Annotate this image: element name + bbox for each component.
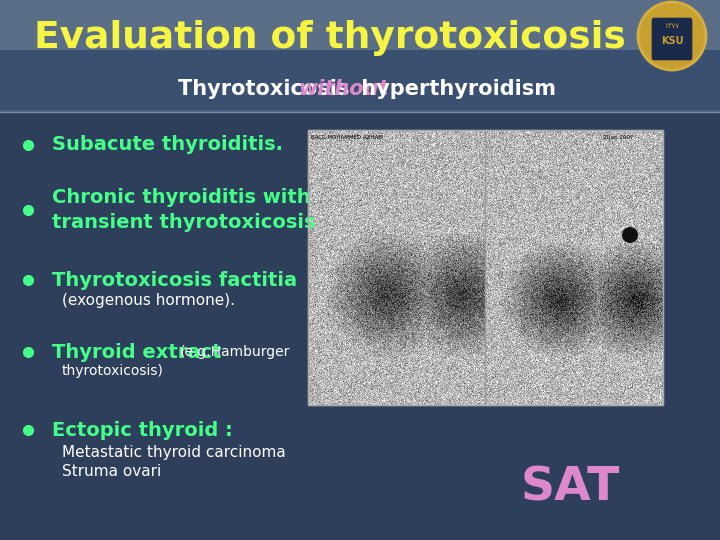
Text: Ectopic thyroid :: Ectopic thyroid : <box>52 421 233 440</box>
Circle shape <box>622 227 638 243</box>
Bar <box>0 112 720 540</box>
Text: hyperthyroidism: hyperthyroidism <box>354 79 556 99</box>
Text: KSU: KSU <box>661 36 683 46</box>
Circle shape <box>638 2 706 70</box>
FancyBboxPatch shape <box>0 0 720 114</box>
Text: Chronic thyroiditis with
transient thyrotoxicosis: Chronic thyroiditis with transient thyro… <box>52 188 315 232</box>
Bar <box>0 50 720 110</box>
Bar <box>0 0 720 50</box>
Text: thyrotoxicosis): thyrotoxicosis) <box>62 364 164 378</box>
Text: (e.g.Hamburger: (e.g.Hamburger <box>180 345 290 359</box>
Text: Subacute thyroiditis.: Subacute thyroiditis. <box>52 136 283 154</box>
Text: without: without <box>298 79 389 99</box>
FancyBboxPatch shape <box>651 17 693 61</box>
Text: (exogenous hormone).: (exogenous hormone). <box>62 293 235 307</box>
Text: Thyroid extract: Thyroid extract <box>52 342 228 361</box>
Bar <box>308 130 663 405</box>
Text: Evaluation of thyrotoxicosis: Evaluation of thyrotoxicosis <box>34 20 626 56</box>
Text: BACC MOHAMMED AZHABI: BACC MOHAMMED AZHABI <box>311 135 384 140</box>
Text: Metastatic thyroid carcinoma: Metastatic thyroid carcinoma <box>62 444 286 460</box>
Text: ١٣٧٧: ١٣٧٧ <box>665 23 680 29</box>
Text: SAT: SAT <box>521 465 620 510</box>
Text: Struma ovari: Struma ovari <box>62 464 161 480</box>
Bar <box>308 130 663 405</box>
Text: Thyrotoxicosis: Thyrotoxicosis <box>178 79 356 99</box>
Text: 21Jan.2007: 21Jan.2007 <box>603 135 634 140</box>
Text: Thyrotoxicosis factitia: Thyrotoxicosis factitia <box>52 271 297 289</box>
